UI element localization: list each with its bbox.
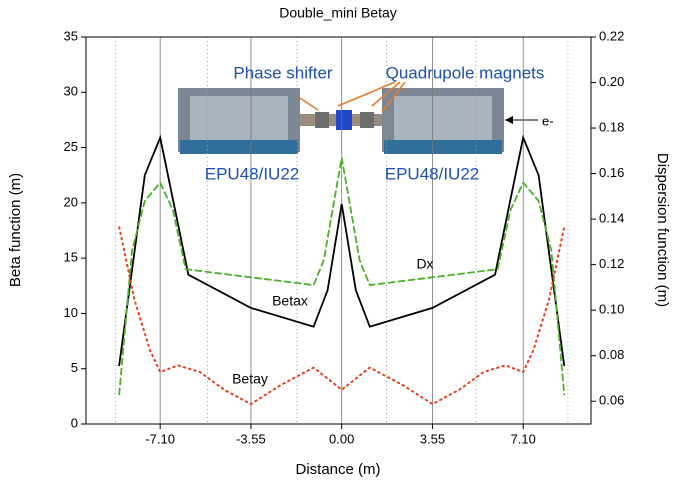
callout-arrows (299, 81, 406, 113)
series-label: Betax (272, 293, 308, 309)
beam-arrowhead (505, 116, 513, 124)
quadrupole (360, 112, 374, 128)
y2-tick-label: 0.22 (599, 28, 624, 43)
x-tick-label: 7.10 (511, 431, 536, 446)
series-line (118, 226, 566, 406)
y-tick-label: 10 (64, 305, 78, 320)
y-tick-label: 5 (71, 360, 78, 375)
undulator-base (384, 140, 502, 154)
annotation: EPU48/IU22 (205, 164, 300, 183)
annotation: Quadrupole magnets (386, 63, 545, 82)
x-axis-label: Distance (m) (295, 461, 380, 478)
series-label: Dx (416, 256, 433, 272)
annotation: Phase shifter (233, 63, 333, 82)
x-tick-label: -3.55 (236, 431, 266, 446)
y-tick-label: 30 (64, 84, 78, 99)
y2-tick-label: 0.06 (599, 393, 624, 408)
y2-tick-label: 0.10 (599, 302, 624, 317)
undulator-base (180, 140, 298, 154)
y-tick-label: 0 (71, 415, 78, 430)
phase-shifter-block (336, 110, 352, 130)
undulator-core (190, 96, 288, 144)
annotation: e- (542, 113, 554, 128)
y2-tick-label: 0.12 (599, 256, 624, 271)
y-axis-label: Beta function (m) (7, 173, 24, 287)
annotation: EPU48/IU22 (385, 164, 480, 183)
y2-tick-label: 0.16 (599, 165, 624, 180)
machine-illustration (178, 81, 538, 154)
plot-frame (85, 36, 592, 425)
undulator-core (394, 96, 492, 144)
y-tick-label: 15 (64, 250, 78, 265)
y2-tick-label: 0.20 (599, 74, 624, 89)
chart-title: Double_mini Betay (279, 5, 397, 21)
x-tick-label: 0.00 (329, 431, 354, 446)
series-line (118, 134, 566, 367)
x-tick-label: 3.55 (420, 431, 445, 446)
series-line (118, 157, 566, 396)
y-tick-label: 20 (64, 194, 78, 209)
quadrupole (315, 112, 329, 128)
y-tick-label: 25 (64, 139, 78, 154)
series-label: Betay (232, 371, 268, 387)
y-tick-label: 35 (64, 28, 78, 43)
x-tick-label: -7.10 (145, 431, 175, 446)
y2-axis-label: Dispersion function (m) (654, 153, 671, 307)
y2-tick-label: 0.08 (599, 347, 624, 362)
y2-tick-label: 0.14 (599, 211, 624, 226)
y2-tick-label: 0.18 (599, 119, 624, 134)
